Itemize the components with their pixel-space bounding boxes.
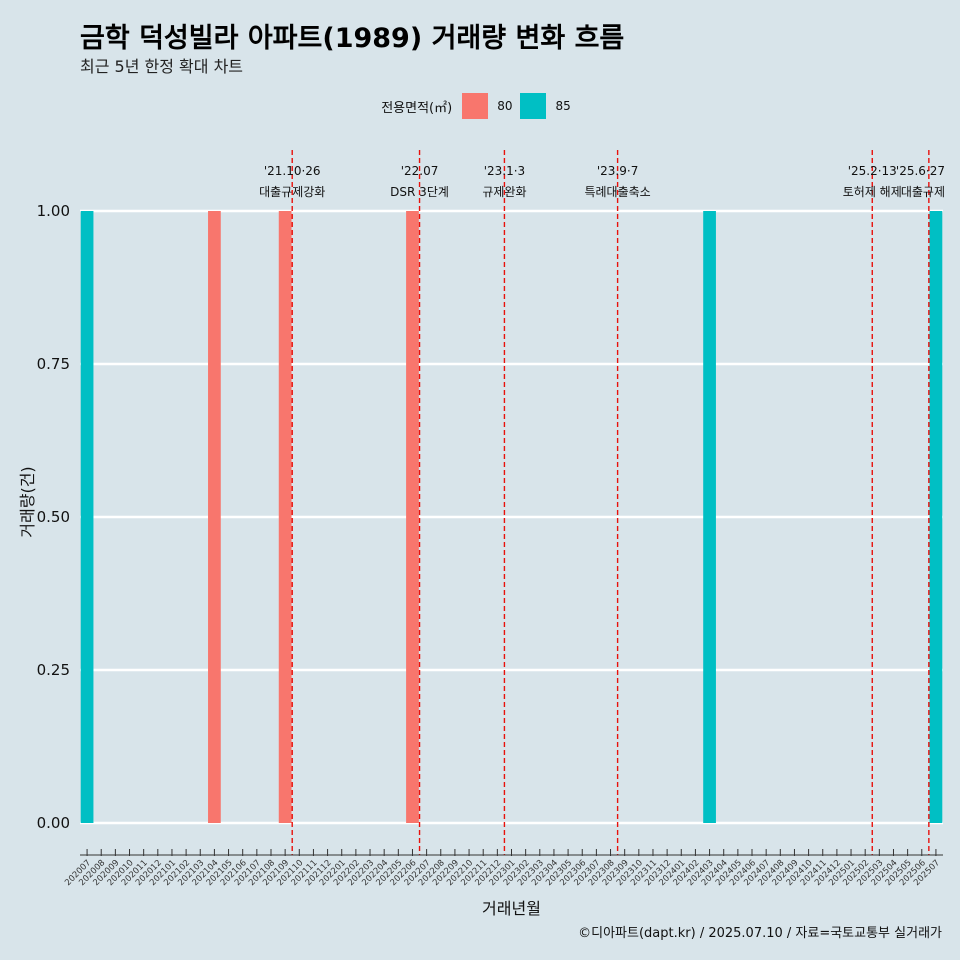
event-date: '21.10·26	[264, 164, 321, 178]
x-axis-title: 거래년월	[482, 899, 541, 918]
event-date: '22.07	[401, 164, 439, 178]
legend-label-80: 80	[497, 99, 513, 113]
legend-title: 전용면적(㎡)	[381, 100, 453, 116]
y-tick-label: 0.50	[37, 508, 70, 526]
event-label: 특례대출축소	[584, 185, 650, 199]
event-date: '23.9·7	[597, 164, 638, 178]
event-date: '25.6·27	[896, 164, 945, 178]
bar-80-202104	[208, 211, 221, 823]
event-label: DSR 3단계	[390, 185, 449, 199]
bar-80-202206	[406, 211, 419, 823]
bar-85-202507	[929, 211, 943, 823]
legend-label-85: 85	[555, 99, 571, 113]
bar-80-202109	[278, 211, 292, 823]
legend-item-85: 85	[520, 93, 571, 119]
y-tick-label: 0.75	[37, 355, 70, 373]
bar-85-202007	[80, 211, 94, 823]
legend: 전용면적(㎡) 80 85	[0, 93, 960, 119]
event-label: 대출규제강화	[259, 185, 325, 199]
legend-item-80: 80	[462, 93, 512, 119]
chart-subtitle: 최근 5년 한정 확대 차트	[80, 57, 244, 76]
event-label: 대출규제	[901, 185, 945, 199]
chart-title: 금학 덕성빌라 아파트(1989) 거래량 변화 흐름	[80, 23, 625, 54]
legend-swatch-80	[462, 93, 489, 119]
y-axis-title: 거래량(건)	[18, 466, 37, 537]
y-tick-label: 1.00	[37, 202, 70, 220]
event-label: 토허제 해제	[843, 185, 902, 199]
event-date: '23.1·3	[484, 164, 525, 178]
bar-85-202403	[703, 211, 716, 823]
source-caption: ©디아파트(dapt.kr) / 2025.07.10 / 자료=국토교통부 실…	[578, 926, 942, 941]
y-tick-label: 0.00	[37, 814, 70, 832]
event-label: 규제완화	[482, 185, 526, 199]
y-tick-label: 0.25	[37, 661, 70, 679]
event-date: '25.2·13	[848, 164, 897, 178]
legend-swatch-85	[520, 93, 547, 119]
